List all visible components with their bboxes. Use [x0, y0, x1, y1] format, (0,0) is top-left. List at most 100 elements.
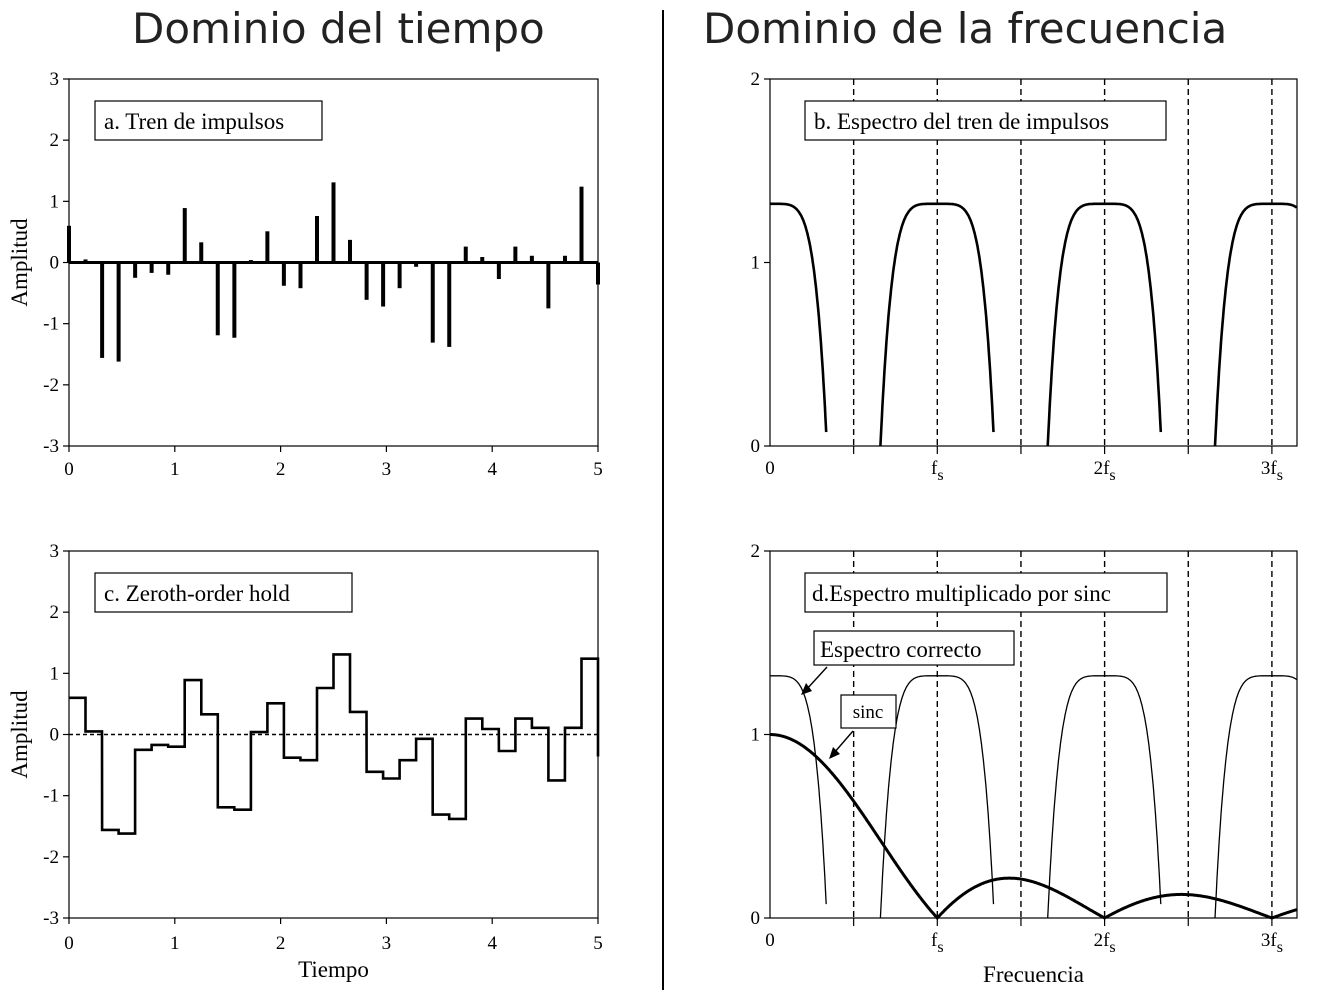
chart-title-d: d.Espectro multiplicado por sinc [812, 581, 1111, 606]
impulse-bar [314, 216, 319, 263]
x-tick-label-b: 3fs [1261, 458, 1283, 484]
impulse-bar [364, 262, 369, 300]
zoh-staircase-line [69, 653, 600, 835]
label-box-d [804, 572, 1168, 613]
y-tick-label-d: 2 [751, 541, 761, 562]
y-tick-label-b: 2 [751, 69, 761, 90]
x-tick-label-d: 0 [765, 930, 775, 951]
impulse-bar [298, 262, 303, 289]
impulse-bar [596, 262, 600, 285]
annotation-sinc: sinc [853, 702, 884, 723]
y-tick-label-d: 1 [751, 725, 761, 746]
x-tick-label-c: 1 [170, 933, 180, 954]
impulse-bar [397, 262, 402, 289]
chart-title-a: a. Tren de impulsos [104, 109, 284, 134]
impulse-bar [182, 208, 187, 263]
impulse-bar [562, 255, 567, 263]
impulse-bar [447, 262, 452, 347]
impulse-bar [496, 262, 501, 280]
x-tick-label-c: 0 [64, 933, 74, 954]
impulse-bar [546, 262, 551, 309]
y-tick-label-a: -2 [43, 375, 59, 396]
x-tick-label-c: 2 [276, 933, 286, 954]
y-tick-label-c: 0 [50, 725, 60, 746]
impulse-bar [513, 246, 518, 263]
y-tick-label-c: 3 [50, 541, 60, 562]
chart-title-b: b. Espectro del tren de impulsos [814, 109, 1109, 134]
impulse-bar [579, 186, 584, 263]
annotation-box-correct [813, 630, 1015, 666]
x-tick-label-d: 3fs [1261, 930, 1283, 956]
impulse-bar [116, 262, 121, 362]
y-tick-label-a: 0 [50, 253, 60, 274]
x-tick-label-c: 3 [382, 933, 392, 954]
annotation-box-sinc [840, 694, 897, 729]
impulse-bar [232, 262, 237, 338]
x-tick-label-b: 0 [765, 458, 775, 479]
impulse-bar [414, 262, 419, 267]
y-tick-label-a: -1 [43, 314, 59, 335]
x-tick-label-c: 4 [487, 933, 497, 954]
annotation-arrow-sinc [833, 730, 854, 754]
impulse-bar [166, 262, 171, 275]
impulse-bar [133, 262, 138, 278]
chart-title-c: c. Zeroth-order hold [104, 581, 290, 606]
y-tick-label-c: -2 [43, 847, 59, 868]
x-axis-title-d: Frecuencia [983, 962, 1084, 987]
impulse-bar [215, 262, 220, 336]
x-tick-label-b: 2fs [1094, 458, 1116, 484]
label-box-a [94, 100, 323, 141]
time-domain-heading: Dominio del tiempo [132, 4, 545, 53]
y-tick-label-c: 1 [50, 663, 60, 684]
sinc-line-d [770, 733, 1298, 921]
annotation-arrow-correct [805, 666, 828, 691]
y-tick-label-a: 2 [50, 130, 60, 151]
x-tick-label-a: 2 [276, 459, 286, 480]
annotation-arrowhead-sinc [829, 747, 840, 759]
impulse-bar [430, 262, 435, 343]
x-tick-label-a: 5 [593, 459, 603, 480]
x-tick-label-a: 1 [170, 459, 180, 480]
y-tick-label-c: -1 [43, 786, 59, 807]
y-tick-label-d: 0 [751, 908, 761, 929]
impulse-bar [529, 255, 534, 263]
impulse-bar [100, 262, 105, 358]
impulse-bar [463, 246, 468, 263]
annotation-arrowhead-correct [801, 683, 812, 695]
frequency-domain-heading: Dominio de la frecuencia [703, 4, 1228, 53]
y-tick-label-b: 0 [751, 436, 761, 457]
x-tick-label-d: fs [931, 930, 944, 956]
y-tick-label-a: -3 [43, 436, 59, 457]
y-tick-label-c: 2 [50, 602, 60, 623]
y-tick-label-c: -3 [43, 908, 59, 929]
x-tick-label-d: 2fs [1094, 930, 1116, 956]
x-tick-label-a: 4 [487, 459, 497, 480]
impulse-bar [248, 260, 253, 263]
impulse-bar [331, 182, 336, 263]
impulse-bar [265, 231, 270, 263]
impulse-bar [67, 225, 71, 263]
spectrum-line-b [770, 202, 1298, 447]
impulse-bar [149, 262, 154, 273]
y-tick-label-a: 1 [50, 191, 60, 212]
y-tick-label-b: 1 [751, 253, 761, 274]
impulse-bar [83, 259, 88, 263]
x-tick-label-a: 3 [382, 459, 392, 480]
center-divider [662, 10, 664, 990]
x-tick-label-a: 0 [64, 459, 74, 480]
impulse-bar [381, 262, 386, 307]
label-box-c [94, 572, 353, 613]
y-axis-title-a: Amplitud [7, 218, 32, 307]
x-axis-title-c: Tiempo [298, 957, 369, 982]
impulse-bar [199, 242, 204, 263]
y-tick-label-a: 3 [50, 69, 60, 90]
x-tick-label-c: 5 [593, 933, 603, 954]
impulse-bar [281, 262, 286, 286]
impulse-bar [480, 256, 485, 263]
label-box-b [804, 100, 1167, 141]
annotation-correct-spectrum: Espectro correcto [820, 637, 982, 662]
impulse-bar [348, 239, 353, 263]
spectrum-line-d [770, 675, 1298, 919]
